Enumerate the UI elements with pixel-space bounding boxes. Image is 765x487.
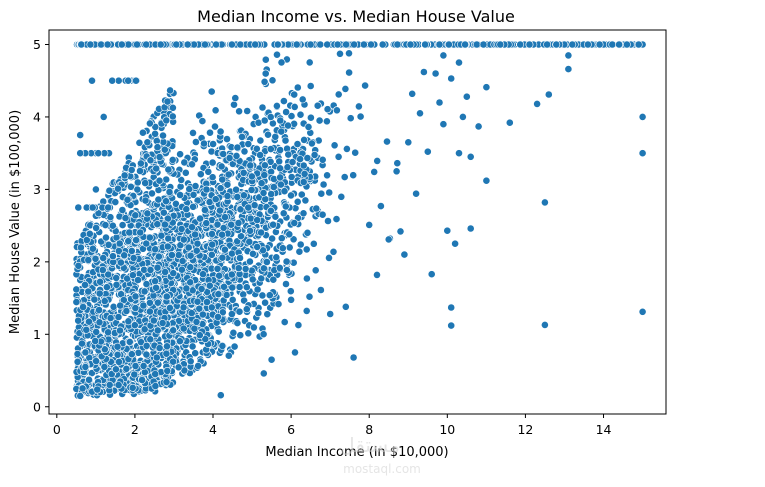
scatter-point — [346, 114, 355, 123]
points-layer — [72, 40, 647, 400]
chart-title: Median Income vs. Median House Value — [197, 7, 515, 26]
scatter-point — [118, 221, 127, 229]
scatter-point — [306, 82, 315, 90]
scatter-point — [274, 300, 283, 308]
scatter-point — [305, 292, 314, 301]
scatter-point — [206, 128, 214, 137]
scatter-point — [244, 329, 253, 338]
scatter-point — [340, 173, 349, 181]
scatter-point — [356, 112, 365, 121]
scatter-point — [315, 116, 324, 125]
scatter-point — [207, 87, 216, 96]
scatter-point — [273, 50, 281, 59]
scatter-point — [361, 81, 369, 90]
scatter-point — [303, 228, 312, 237]
scatter-point — [329, 247, 338, 256]
scatter-point — [235, 107, 243, 116]
scatter-point — [282, 280, 290, 288]
scatter-point — [287, 295, 295, 304]
scatter-point — [211, 106, 220, 115]
scatter-point — [336, 49, 344, 58]
scatter-point — [293, 83, 302, 92]
scatter-point — [383, 137, 391, 146]
scatter-point — [289, 235, 298, 244]
